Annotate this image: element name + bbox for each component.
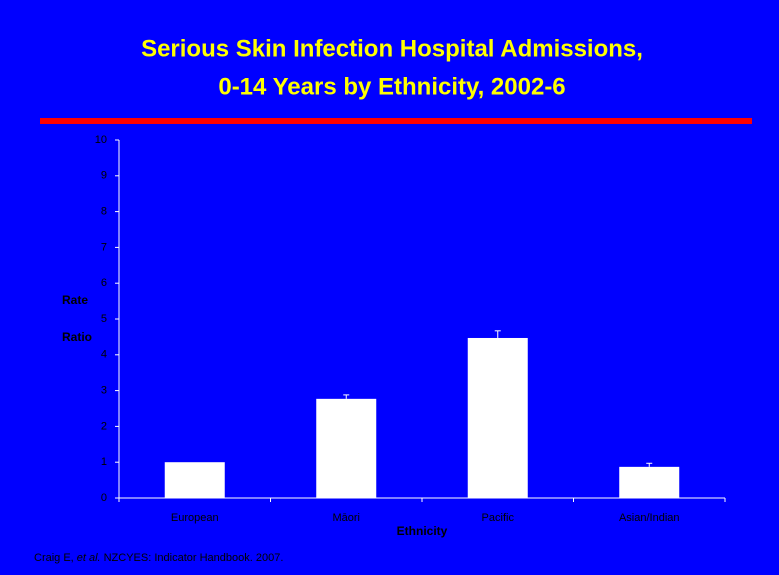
bar (164, 462, 225, 498)
title-rule (40, 118, 752, 124)
y-axis-label: Ratio (62, 330, 92, 344)
chart-title: 0-14 Years by Ethnicity, 2002-6 (218, 73, 565, 100)
x-tick-label: Asian/Indian (619, 512, 680, 524)
y-tick-label: 0 (101, 492, 107, 504)
y-tick-label: 1 (101, 456, 107, 468)
footnote: Craig E, et al. NZCYES: Indicator Handbook… (34, 552, 283, 564)
x-tick-label: European (171, 512, 219, 524)
bar (316, 398, 377, 498)
bar (467, 337, 528, 498)
footnote-etal: et al. (77, 552, 101, 564)
y-tick-label: 7 (101, 241, 107, 253)
chart-title: Serious Skin Infection Hospital Admissio… (141, 35, 643, 62)
y-tick-label: 5 (101, 313, 107, 325)
error-bar (343, 394, 350, 399)
footnote-author: Craig E, (34, 552, 74, 564)
x-axis-label: Ethnicity (397, 524, 448, 538)
footnote-rest: NZCYES: Indicator Handbook. 2007. (104, 552, 284, 564)
y-tick-label: 9 (101, 170, 107, 182)
error-bar (646, 462, 653, 467)
bar (619, 466, 680, 498)
y-tick-label: 6 (101, 277, 107, 289)
y-tick-label: 3 (101, 385, 107, 397)
error-bar (494, 330, 501, 338)
y-tick-label: 4 (101, 349, 107, 361)
y-tick-label: 10 (95, 134, 107, 146)
y-axis-label: Rate (62, 293, 88, 307)
x-tick-label: Māori (332, 512, 360, 524)
y-tick-label: 2 (101, 420, 107, 432)
y-tick-label: 8 (101, 206, 107, 218)
x-tick-label: Pacific (482, 512, 515, 524)
